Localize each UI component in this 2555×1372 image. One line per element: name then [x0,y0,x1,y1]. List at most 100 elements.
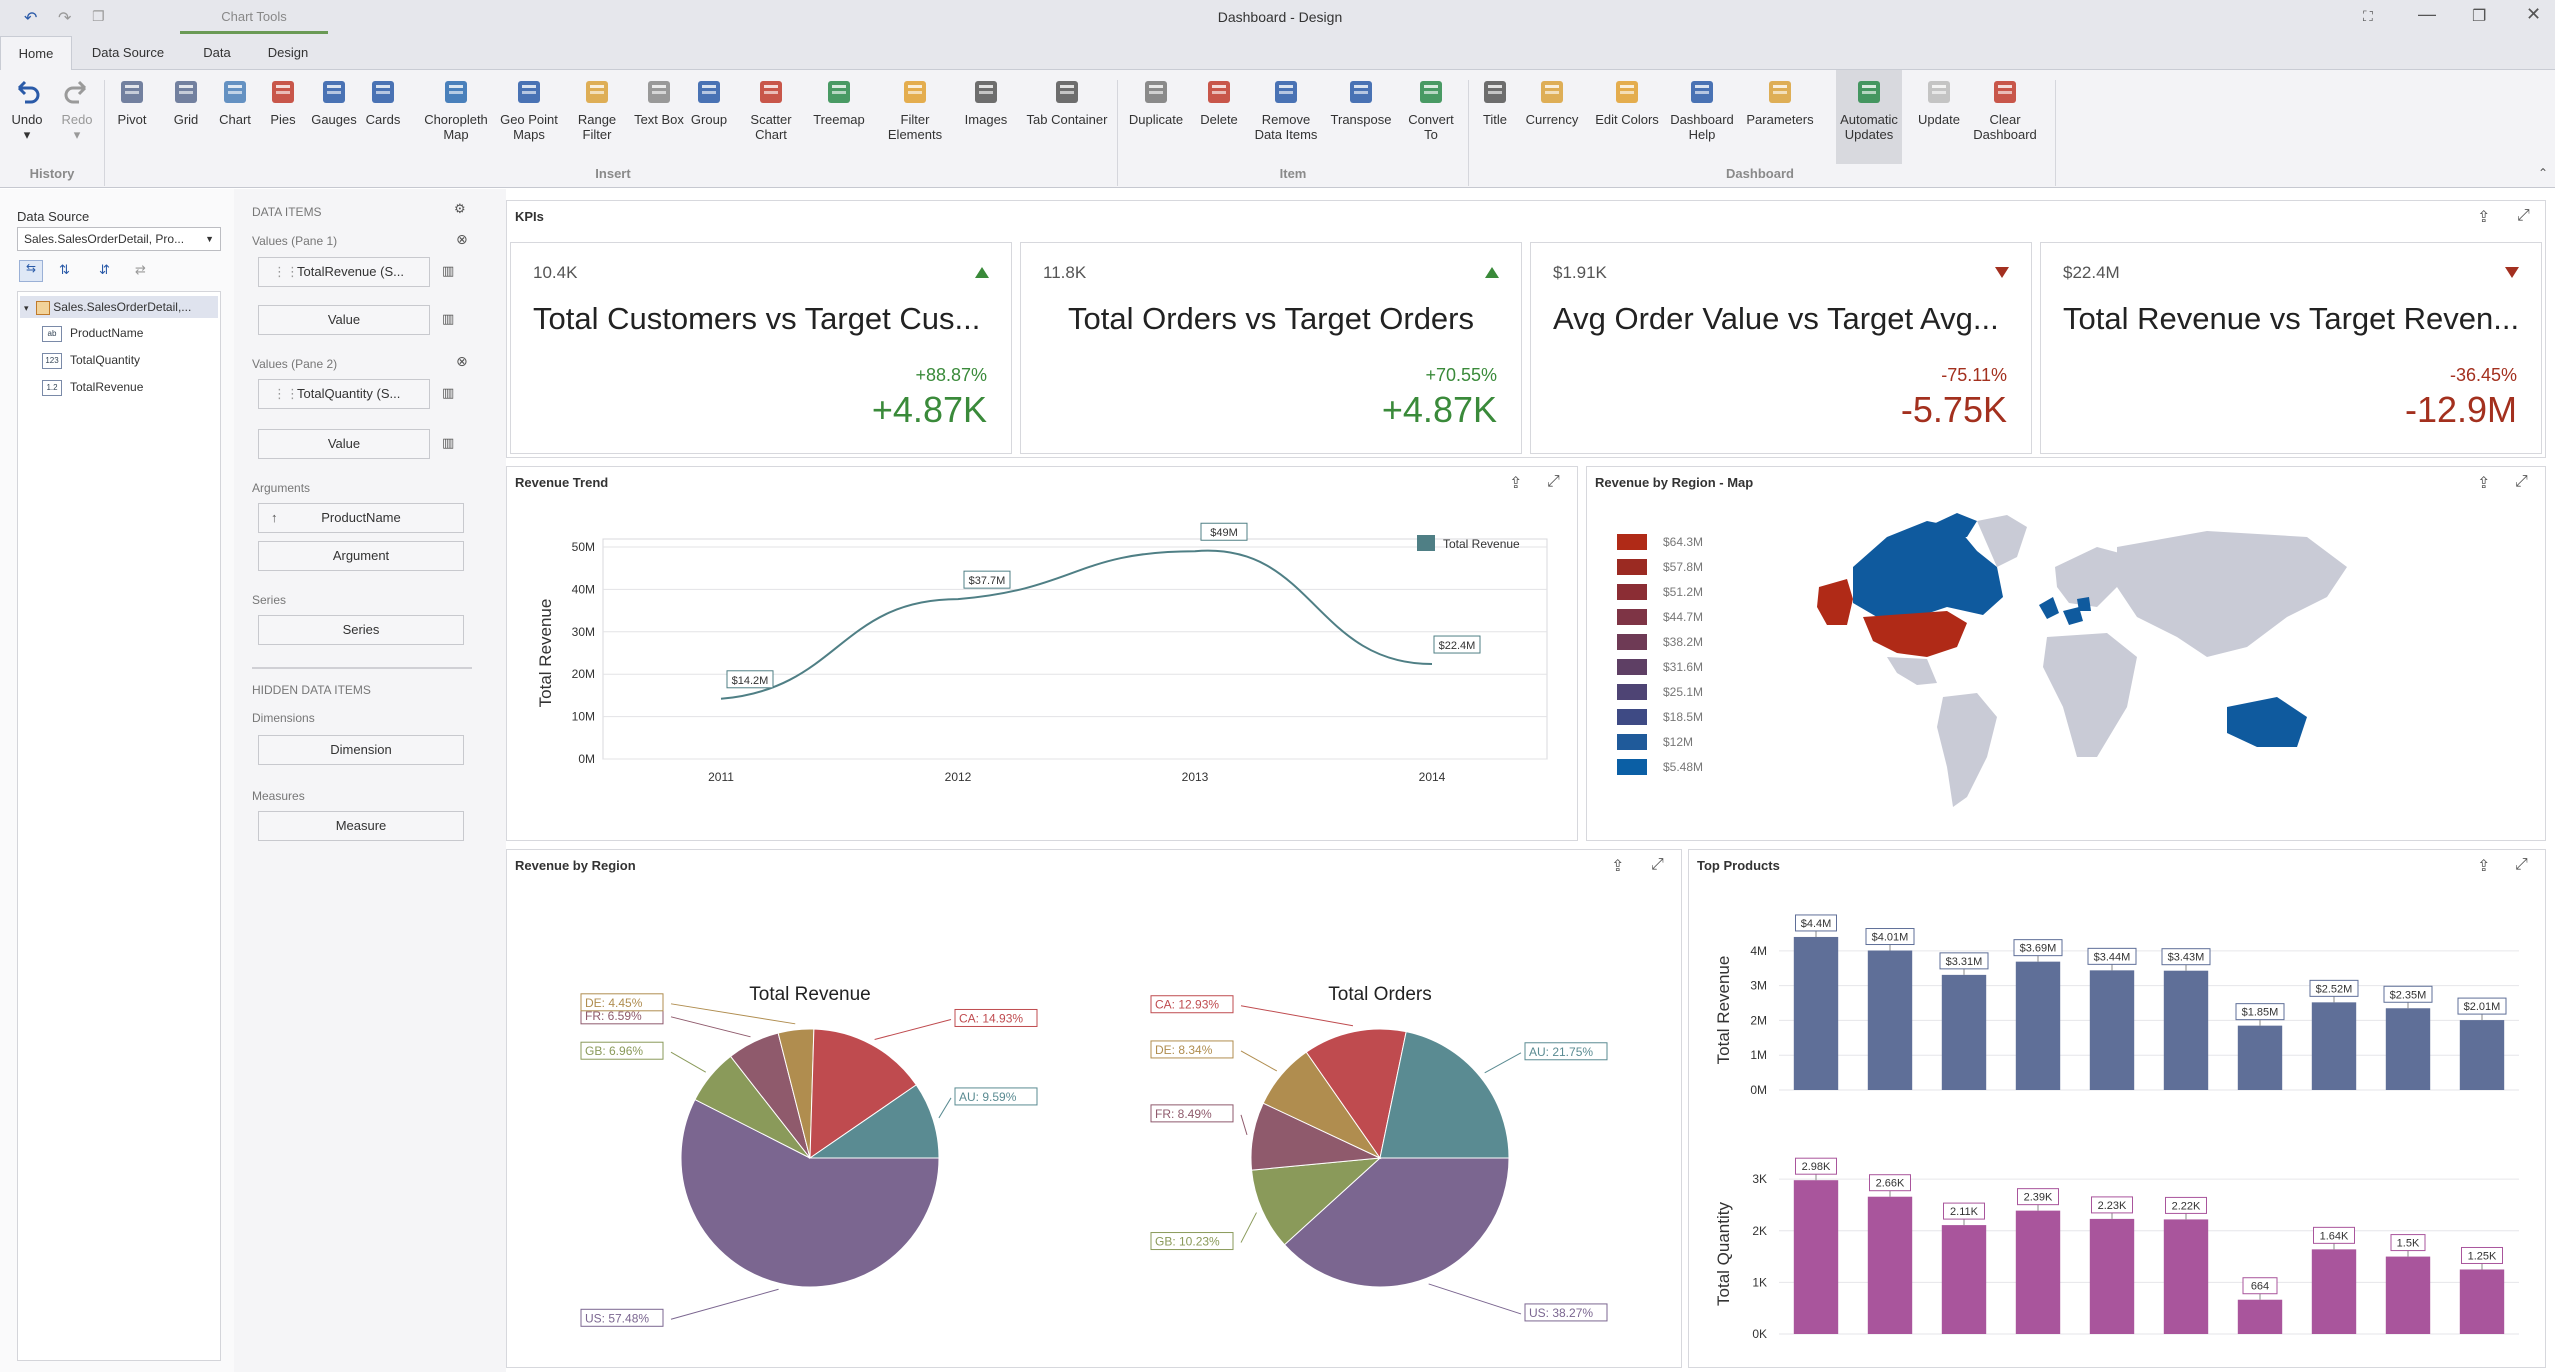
bar[interactable] [1867,1196,1913,1334]
parameters-button[interactable]: Parameters [1742,76,1818,127]
copy-quick-icon[interactable]: ❐ [92,8,105,24]
bar[interactable] [2163,970,2209,1090]
data-source-select[interactable]: Sales.SalesOrderDetail, Pro... ▼ [17,227,221,251]
duplicate-button[interactable]: Duplicate [1125,76,1187,127]
pie-slice[interactable] [808,1084,940,1159]
export-icon[interactable]: ⇪ [1509,475,1523,492]
field-item[interactable]: 1.2 TotalRevenue [42,376,143,398]
insert-geo-point-maps-button[interactable]: Geo Point Maps [496,76,562,142]
kpi-card[interactable]: $22.4M Total Revenue vs Target Reven... -3… [2040,242,2542,454]
region-australia[interactable] [2227,697,2307,747]
top-products-chart[interactable]: 0M 1M 2M 3M 4M Total Revenue $4.4M $4.01M $3.31M… [1689,880,2545,1366]
group-view-icon[interactable]: ⇆ [19,260,43,282]
region-africa[interactable] [2043,633,2137,757]
pie-slice[interactable] [1251,1157,1382,1246]
title-button[interactable]: Title [1474,76,1516,127]
redo-quick-icon[interactable]: ↷ [58,10,72,27]
minimize-icon[interactable]: — [2418,4,2436,24]
expand-icon[interactable]: ▾ [24,303,29,313]
insert-text-box-button[interactable]: Text Box [632,76,686,127]
series-type-icon[interactable]: ▥ [442,435,455,450]
insert-choropleth-map-button[interactable]: Choropleth Map [420,76,492,142]
revenue-trend-chart[interactable]: 0M 10M 20M 30M 40M 50M Total Revenue 2011 $14.2M… [507,497,1577,837]
kpi-card[interactable]: 10.4K Total Customers vs Target Cus... +88… [510,242,1012,454]
edit-colors-button[interactable]: Edit Colors [1592,76,1662,127]
series-type-icon[interactable]: ▥ [442,311,455,326]
revenue-line[interactable] [720,549,1433,700]
tab-design[interactable]: Design [267,45,309,60]
bar[interactable] [2163,1219,2209,1334]
data-item-total-revenue[interactable]: ⋮⋮ TotalRevenue (S... [258,257,430,287]
field-item[interactable]: 123 TotalQuantity [42,349,140,371]
export-icon[interactable]: ⇪ [2477,475,2491,492]
dimension-placeholder[interactable]: Dimension [258,735,464,765]
transpose-button[interactable]: Transpose [1328,76,1394,127]
collapse-ribbon-icon[interactable]: ⌃ [2538,166,2549,180]
bar[interactable] [2237,1025,2283,1090]
world-map[interactable] [1807,507,2367,827]
bar[interactable] [2459,1020,2505,1090]
export-icon[interactable]: ⇪ [1611,858,1625,875]
redo-button[interactable]: Redo ▾ [58,76,96,142]
insert-group-button[interactable]: Group [686,76,732,127]
remove-data-items-button[interactable]: Remove Data Items [1250,76,1322,142]
pie-slice[interactable] [1379,1031,1510,1159]
region-south-america[interactable] [1937,693,1997,807]
insert-treemap-button[interactable]: Treemap [808,76,870,127]
region-mexico[interactable] [1887,657,1937,685]
series-type-icon[interactable]: ▥ [442,385,455,400]
fullscreen-icon[interactable]: ⛶ [2363,8,2373,24]
bar[interactable] [1941,1225,1987,1334]
automatic-updates-button[interactable]: Automatic Updates [1836,70,1902,164]
insert-pivot-button[interactable]: Pivot [108,76,156,127]
region-usa[interactable] [1863,611,1967,657]
revenue-trend-panel[interactable]: Revenue Trend ⇪ ⤢ 0M 10M 20M 30M 40M 50M Total… [506,466,1578,841]
sort-asc-icon[interactable]: ⇅ [59,262,70,277]
remove-pane-icon[interactable]: ⊗ [456,231,468,247]
field-item[interactable]: ab ProductName [42,322,143,344]
update-button[interactable]: Update [1914,76,1964,127]
region-alaska[interactable] [1817,579,1853,625]
remove-pane-icon[interactable]: ⊗ [456,353,468,369]
data-item-total-quantity[interactable]: ⋮⋮ TotalQuantity (S... [258,379,430,409]
tab-home[interactable]: Home [0,36,72,71]
region-europe[interactable] [2055,547,2127,607]
region-asia[interactable] [2117,531,2347,657]
tab-data-source[interactable]: Data Source [91,45,165,60]
chart-options-icon[interactable]: ⚙ [454,201,466,216]
region-germany[interactable] [2077,597,2091,611]
insert-gauges-button[interactable]: Gauges [308,76,360,127]
series-type-icon[interactable]: ▥ [442,263,455,278]
map-panel[interactable]: Revenue by Region - Map ⇪ ⤢ $64.3M $57.8M… [1586,466,2546,841]
insert-tab-container-button[interactable]: Tab Container [1022,76,1112,127]
region-france[interactable] [2063,607,2083,625]
insert-scatter-chart-button[interactable]: Scatter Chart [740,76,802,142]
bar[interactable] [1793,936,1839,1090]
pie-slice[interactable] [1283,1157,1510,1288]
bar[interactable] [2311,1002,2357,1090]
convert-to-button[interactable]: Convert To [1400,76,1462,142]
maximize-item-icon[interactable]: ⤢ [2515,473,2528,490]
currency-button[interactable]: Currency [1522,76,1582,127]
insert-pies-button[interactable]: Pies [262,76,304,127]
undo-button[interactable]: Undo ▾ [8,76,46,142]
kpi-card[interactable]: $1.91K Avg Order Value vs Target Avg... -7… [1530,242,2032,454]
region-canada[interactable] [1853,521,2003,617]
clear-dashboard-button[interactable]: Clear Dashboard [1970,76,2040,142]
maximize-icon[interactable]: ❐ [2472,8,2487,25]
refresh-icon[interactable]: ⇄ [135,262,146,277]
insert-chart-button[interactable]: Chart [214,76,256,127]
export-icon[interactable]: ⇪ [2477,858,2491,875]
pie-charts[interactable]: Total Revenue US: 57.48% GB: 6.96% FR: 6.59… [507,880,1677,1360]
maximize-item-icon[interactable]: ⤢ [1651,856,1664,873]
tab-data[interactable]: Data [203,45,231,60]
argument-placeholder[interactable]: Argument [258,541,464,571]
bar[interactable] [2385,1256,2431,1334]
maximize-item-icon[interactable]: ⤢ [2515,856,2528,873]
export-icon[interactable]: ⇪ [2477,209,2491,226]
bar[interactable] [2237,1299,2283,1334]
value-placeholder-1[interactable]: Value [258,305,430,335]
bar[interactable] [1793,1180,1839,1334]
maximize-item-icon[interactable]: ⤢ [2517,207,2530,224]
bar[interactable] [2459,1269,2505,1334]
